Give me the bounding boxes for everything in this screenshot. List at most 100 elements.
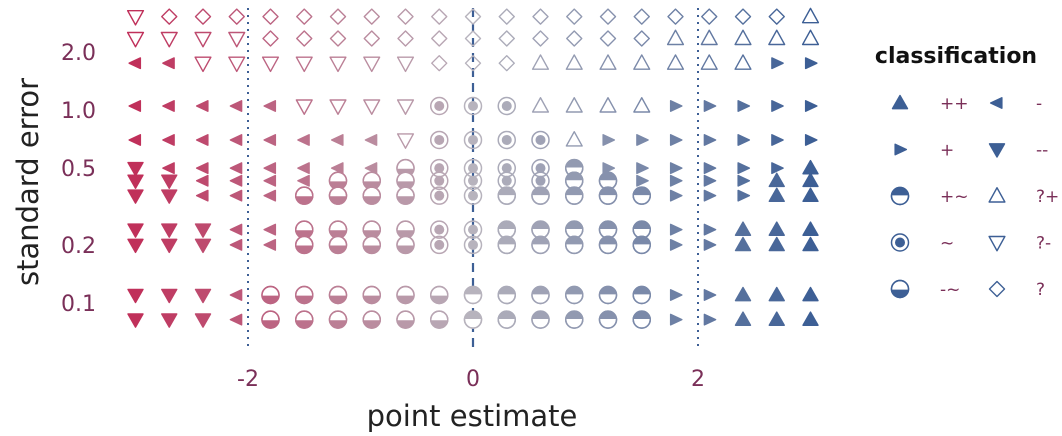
marker-1-15 [633,30,650,47]
marker-6-0 [127,174,144,189]
marker-1-5 [296,30,313,47]
marker-10-8 [396,285,415,305]
marker-8-13 [565,220,584,239]
marker-4-11 [497,130,516,150]
marker-1-6 [329,30,347,47]
marker-0-10 [464,8,482,25]
y-tick-label: 0.1 [61,292,96,317]
marker-3-7 [363,99,381,115]
marker-1-2 [194,31,212,48]
marker-6-5 [297,174,310,187]
marker-11-13 [565,310,584,329]
marker-0-16 [667,8,684,25]
marker-4-15 [636,134,649,146]
marker-2-2 [194,56,212,73]
marker-8-11 [497,220,516,239]
y-tick-labels: 2.0 1.0 0.5 0.2 0.1 [61,41,96,317]
marker-9-1 [161,238,178,254]
marker-1-11 [498,30,515,47]
legend-marker [891,94,909,110]
marker-11-17 [703,313,717,326]
marker-10-2 [194,288,212,304]
marker-9-20 [802,236,819,252]
legend-label: -~ [940,280,960,300]
marker-0-11 [498,8,515,25]
x-tick-label: -2 [237,367,259,392]
marker-9-8 [396,235,415,255]
marker-3-20 [804,100,818,112]
marker-10-9 [430,285,449,305]
legend-marker [988,280,1006,298]
marker-9-15 [632,235,651,255]
marker-0-12 [532,8,549,25]
marker-3-2 [195,100,209,112]
y-tick-label: 0.2 [61,234,96,259]
marker-0-8 [397,8,414,25]
marker-4-4 [263,134,277,146]
marker-5-7 [364,162,378,175]
marker-8-18 [734,221,752,236]
marker-9-4 [263,238,277,251]
marker-4-5 [297,134,310,146]
marker-1-19 [768,29,786,46]
marker-10-6 [328,285,348,305]
marker-6-16 [669,174,683,187]
marker-4-19 [771,134,784,146]
marker-9-3 [229,238,243,251]
marker-1-14 [599,30,617,47]
marker-8-1 [161,223,178,238]
marker-6-4 [263,174,277,187]
y-tick-label: 1.0 [61,99,96,124]
legend-marker [989,97,1003,109]
legend-item: +~ [890,186,969,207]
legend-marker [988,187,1006,203]
marker-0-19 [768,8,785,25]
marker-11-9 [430,310,449,329]
legend-marker [890,233,910,252]
marker-10-1 [161,288,178,304]
marker-7-1 [161,189,178,204]
marker-6-15 [636,174,649,187]
marker-2-16 [666,54,685,70]
marker-11-5 [295,310,314,329]
marker-1-8 [397,30,414,47]
legend-item: ~ [890,233,954,254]
marker-9-10 [463,235,483,255]
marker-8-17 [703,223,717,236]
marker-11-0 [127,313,144,328]
marker-11-7 [362,310,381,329]
marker-11-14 [598,310,618,329]
marker-11-10 [463,310,483,329]
marker-7-14 [598,186,618,205]
marker-5-17 [703,162,717,175]
marker-3-10 [463,96,483,116]
marker-7-9 [430,186,449,205]
x-tick-label: 2 [691,367,705,392]
marker-11-12 [531,310,550,329]
marker-9-14 [598,235,618,255]
marker-2-1 [162,57,175,70]
marker-5-16 [669,162,683,175]
marker-8-20 [802,221,819,236]
marker-1-9 [431,30,448,47]
marker-6-17 [703,174,717,187]
marker-5-14 [602,162,616,175]
marker-9-5 [295,235,314,255]
marker-11-19 [768,311,785,326]
marker-1-17 [700,29,718,46]
marker-10-5 [295,285,314,305]
marker-2-19 [771,57,784,70]
marker-6-1 [161,174,178,189]
marker-1-10 [464,30,482,47]
marker-10-17 [703,289,717,301]
legend-label: ?- [1036,234,1051,254]
marker-2-17 [700,54,718,70]
marker-3-4 [263,100,277,112]
marker-1-1 [160,31,178,48]
marker-4-13 [565,131,583,147]
marker-6-9 [430,171,449,191]
legend-label: ?+ [1036,187,1059,207]
marker-2-0 [128,57,142,70]
marker-0-5 [296,8,313,25]
marker-10-19 [768,286,785,302]
